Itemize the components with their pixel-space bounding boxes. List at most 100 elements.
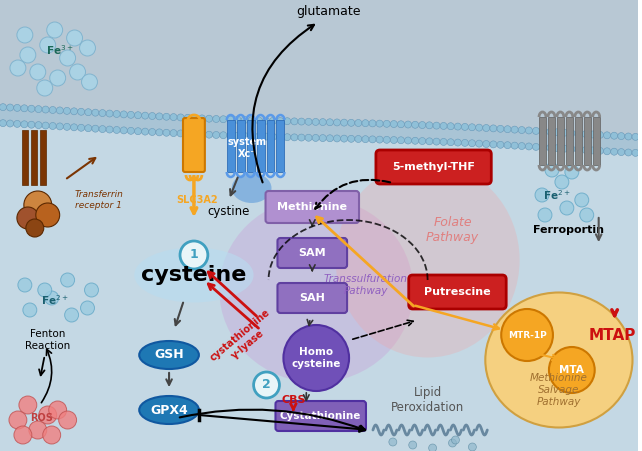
Circle shape (348, 120, 354, 126)
Text: Fe$^{2+}$: Fe$^{2+}$ (543, 188, 571, 202)
Circle shape (78, 124, 85, 131)
Circle shape (85, 109, 92, 116)
Text: Fenton
Reaction: Fenton Reaction (25, 329, 71, 351)
Bar (548, 117, 555, 165)
Text: GPX4: GPX4 (150, 404, 188, 417)
Circle shape (13, 120, 21, 127)
Circle shape (56, 107, 64, 114)
Circle shape (6, 120, 13, 127)
Text: Folate
Pathway: Folate Pathway (426, 216, 479, 244)
Circle shape (362, 136, 369, 143)
Ellipse shape (139, 396, 199, 424)
Circle shape (469, 443, 476, 451)
Circle shape (547, 144, 553, 151)
Text: MTA: MTA (559, 365, 584, 375)
Circle shape (163, 129, 170, 136)
FancyBboxPatch shape (409, 275, 506, 309)
Circle shape (426, 138, 433, 145)
Bar (247, 120, 255, 172)
Circle shape (177, 130, 184, 137)
Circle shape (575, 130, 582, 137)
Circle shape (0, 120, 6, 127)
Circle shape (412, 137, 419, 144)
Bar (557, 117, 564, 165)
Circle shape (21, 121, 28, 128)
Text: Lipid
Peroxidation: Lipid Peroxidation (391, 386, 464, 414)
Circle shape (404, 121, 412, 128)
Circle shape (198, 115, 205, 122)
Circle shape (28, 105, 35, 112)
Circle shape (611, 148, 618, 155)
Circle shape (554, 145, 560, 152)
Circle shape (632, 149, 639, 156)
Circle shape (504, 126, 511, 133)
Circle shape (270, 117, 277, 124)
Polygon shape (0, 105, 638, 155)
Bar (31, 130, 37, 185)
Circle shape (362, 120, 369, 127)
Circle shape (419, 138, 426, 144)
Circle shape (120, 111, 127, 118)
Circle shape (298, 134, 305, 141)
Text: Fe$^{2+}$: Fe$^{2+}$ (41, 293, 69, 307)
Circle shape (85, 283, 98, 297)
Circle shape (60, 273, 74, 287)
Circle shape (518, 127, 525, 133)
Text: SAM: SAM (299, 248, 326, 258)
Text: 2: 2 (262, 378, 271, 391)
Circle shape (319, 119, 326, 125)
Circle shape (455, 123, 462, 130)
Circle shape (412, 121, 419, 128)
Text: Transsulfuration
Pathway: Transsulfuration Pathway (324, 274, 408, 296)
Circle shape (80, 40, 96, 56)
Circle shape (383, 120, 390, 127)
Circle shape (440, 122, 447, 129)
Circle shape (227, 116, 234, 123)
Circle shape (355, 135, 362, 143)
Circle shape (270, 133, 277, 140)
Circle shape (120, 127, 127, 134)
Bar (257, 120, 265, 172)
Circle shape (540, 144, 546, 151)
Bar (575, 117, 582, 165)
Ellipse shape (232, 173, 272, 203)
Text: 5-methyl-THF: 5-methyl-THF (392, 162, 475, 172)
Circle shape (38, 283, 52, 297)
Ellipse shape (139, 341, 199, 369)
Circle shape (26, 219, 44, 237)
FancyBboxPatch shape (376, 150, 491, 184)
Circle shape (127, 111, 134, 118)
Circle shape (64, 124, 71, 130)
Circle shape (254, 372, 279, 398)
Ellipse shape (220, 198, 413, 382)
Circle shape (49, 123, 56, 129)
Circle shape (611, 132, 618, 139)
Text: cystine: cystine (207, 205, 250, 218)
Circle shape (469, 124, 476, 131)
Circle shape (13, 104, 21, 111)
Circle shape (568, 146, 575, 152)
Circle shape (135, 128, 141, 135)
Circle shape (596, 131, 603, 138)
Circle shape (92, 125, 99, 132)
Circle shape (163, 113, 170, 120)
Circle shape (369, 136, 376, 143)
Circle shape (476, 124, 483, 131)
Circle shape (106, 126, 113, 133)
Circle shape (312, 119, 319, 125)
Circle shape (490, 141, 497, 148)
Circle shape (170, 129, 177, 137)
Circle shape (501, 309, 553, 361)
Circle shape (17, 207, 39, 229)
Circle shape (19, 396, 37, 414)
Circle shape (447, 123, 454, 130)
Circle shape (205, 131, 213, 138)
Circle shape (376, 136, 383, 143)
Circle shape (451, 436, 460, 444)
Circle shape (69, 64, 85, 80)
FancyBboxPatch shape (277, 283, 347, 313)
Circle shape (67, 30, 83, 46)
Bar (227, 120, 235, 172)
Circle shape (545, 163, 559, 177)
Text: SAH: SAH (299, 293, 325, 303)
